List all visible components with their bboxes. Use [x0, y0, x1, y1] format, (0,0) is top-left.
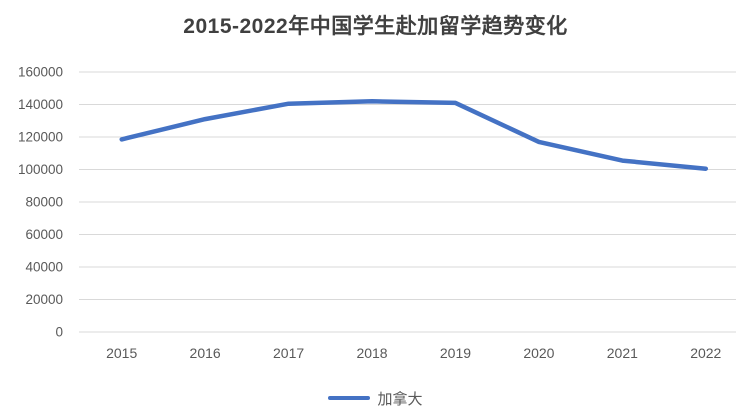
- y-axis-tick-label: 120000: [18, 130, 63, 145]
- plot-area-svg: 0 20000 40000 60000 80000 100000 120000 140000 1…: [18, 65, 736, 361]
- y-axis-tick-label: 140000: [18, 97, 63, 112]
- x-axis-tick-label: 2019: [440, 345, 471, 361]
- y-axis-tick-label: 60000: [25, 227, 63, 242]
- y-axis-tick-label: 0: [55, 325, 63, 340]
- y-axis-tick-label: 40000: [25, 260, 63, 275]
- y-axis-tick-label: 160000: [18, 65, 63, 80]
- y-axis-tick-label: 100000: [18, 162, 63, 177]
- y-axis-tick-label: 80000: [25, 195, 63, 210]
- y-axis-tick-label: 20000: [25, 292, 63, 307]
- x-axis-tick-label: 2016: [190, 345, 221, 361]
- chart-title: 2015-2022年中国学生赴加留学趋势变化: [183, 15, 568, 38]
- legend: 加拿大: [0, 387, 751, 409]
- data-line-加拿大: [119, 99, 709, 171]
- x-axis-tick-label: 2018: [356, 345, 387, 361]
- x-axis-tick-label: 2017: [273, 345, 304, 361]
- x-axis-tick-label: 2020: [523, 345, 554, 361]
- x-axis-tick-label: 2015: [106, 345, 137, 361]
- legend-label: 加拿大: [377, 390, 423, 408]
- x-axis-tick-label: 2021: [607, 345, 638, 361]
- x-axis-tick-label: 2022: [690, 345, 721, 361]
- legend-line-marker: [328, 395, 371, 401]
